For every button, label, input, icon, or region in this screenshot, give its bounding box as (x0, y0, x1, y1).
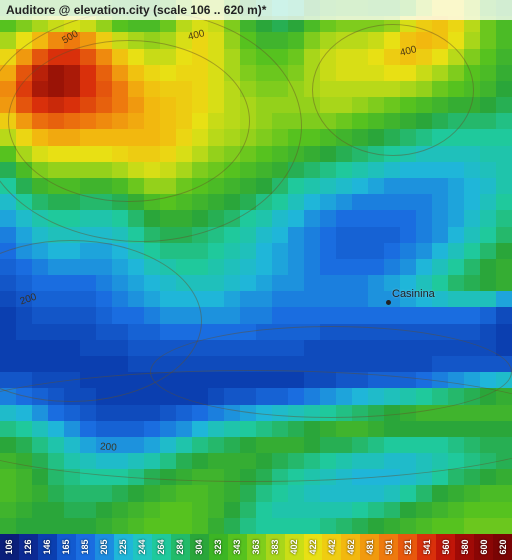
legend-item: 462 (341, 534, 360, 560)
legend-item: 343 (228, 534, 247, 560)
legend-item: 323 (209, 534, 228, 560)
legend-item: 165 (57, 534, 76, 560)
legend-item: 600 (474, 534, 493, 560)
legend-item: 383 (266, 534, 285, 560)
legend-item: 521 (398, 534, 417, 560)
elevation-map-frame: Auditore @ elevation.city (scale 106 .. … (0, 0, 512, 560)
legend-item: 402 (285, 534, 304, 560)
legend-item: 560 (436, 534, 455, 560)
legend-item: 501 (379, 534, 398, 560)
legend-item: 481 (360, 534, 379, 560)
city-label: Casinina (392, 288, 435, 300)
map-area: 500400400200200 Casinina (0, 0, 512, 534)
legend-item: 185 (76, 534, 95, 560)
legend-item: 620 (493, 534, 512, 560)
legend-item: 541 (417, 534, 436, 560)
legend-item: 284 (171, 534, 190, 560)
legend-item: 244 (133, 534, 152, 560)
city-marker (386, 300, 391, 305)
legend-item: 580 (455, 534, 474, 560)
legend-item: 205 (95, 534, 114, 560)
map-title: Auditore @ elevation.city (scale 106 .. … (6, 3, 266, 17)
legend-item: 442 (322, 534, 341, 560)
title-bar: Auditore @ elevation.city (scale 106 .. … (0, 0, 512, 20)
color-legend: 1061261461651852052252442642843043233433… (0, 534, 512, 560)
legend-item: 422 (304, 534, 323, 560)
legend-item: 304 (190, 534, 209, 560)
legend-item: 106 (0, 534, 19, 560)
legend-item: 146 (38, 534, 57, 560)
legend-item: 363 (247, 534, 266, 560)
legend-item: 264 (152, 534, 171, 560)
legend-item: 126 (19, 534, 38, 560)
legend-item: 225 (114, 534, 133, 560)
